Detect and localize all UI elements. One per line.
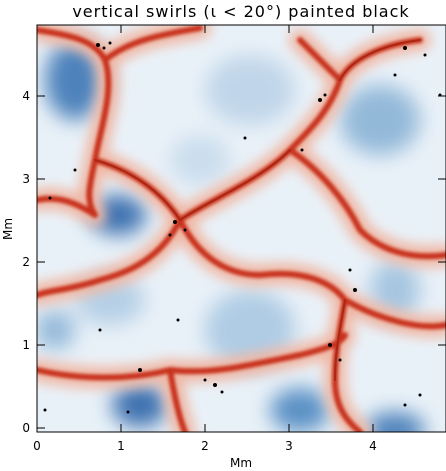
chart-title: vertical swirls (ι < 20°) painted black [72,2,409,21]
y-tick-label: 4 [22,89,30,103]
y-tick-label: 0 [22,421,30,435]
y-tick-label: 2 [22,255,30,269]
x-axis [36,25,374,432]
y-tick-label: 3 [22,172,30,186]
y-axis-label: Mm [1,218,15,240]
x-tick-label: 1 [117,439,125,453]
y-tick-label: 1 [22,338,30,352]
swirl-marks [43,41,442,414]
velocity-map-image [37,25,446,432]
x-axis-label: Mm [230,456,252,470]
plot-frame [36,24,446,433]
x-tick-label: 0 [33,439,41,453]
x-tick-label: 4 [369,439,377,453]
x-tick-label: 2 [201,439,209,453]
x-tick-label: 3 [285,439,293,453]
y-axis [37,95,446,429]
downflow-lanes [37,25,446,432]
